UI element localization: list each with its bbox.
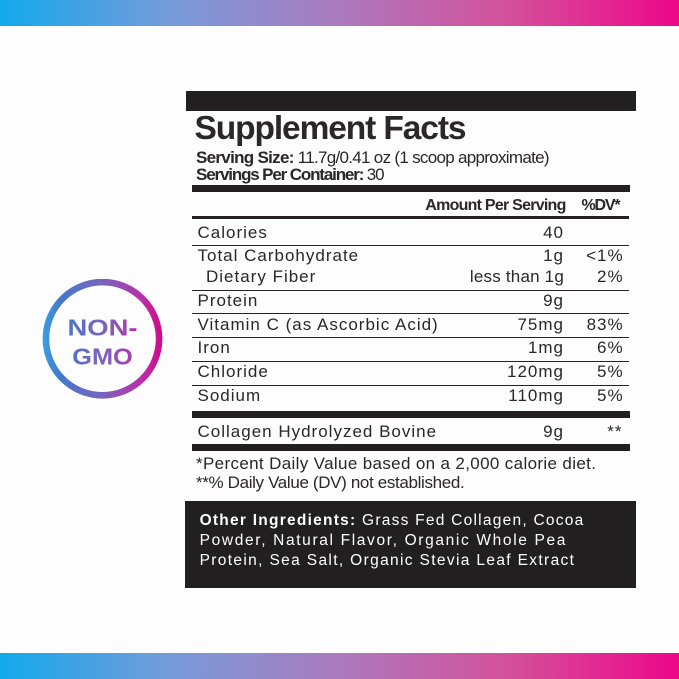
svg-text:GMO: GMO [72,344,133,370]
svg-text:NON-: NON- [68,314,138,340]
